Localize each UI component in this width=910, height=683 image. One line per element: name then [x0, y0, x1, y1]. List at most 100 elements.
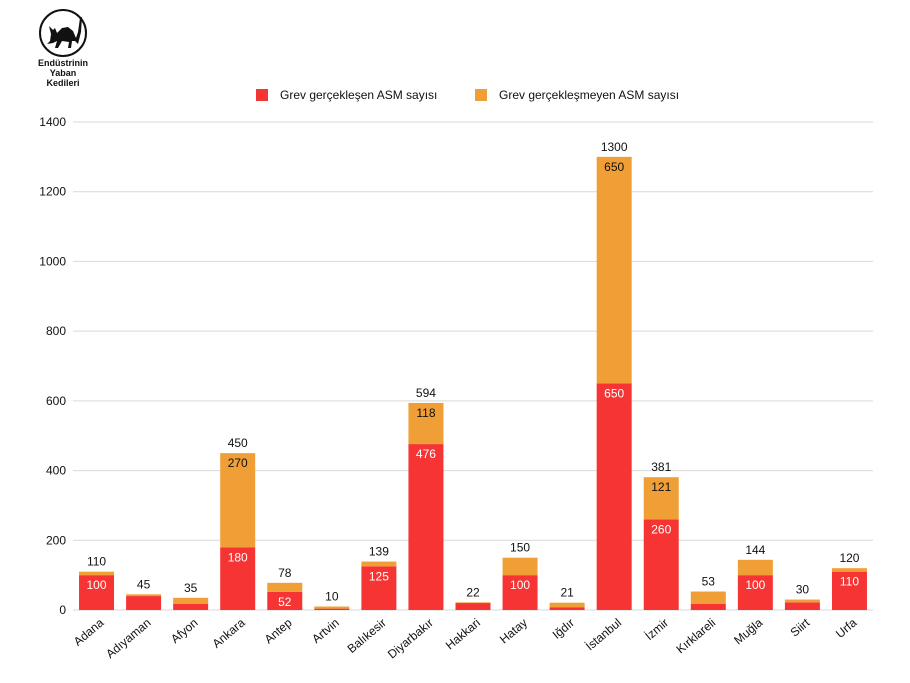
- segment-label-2-3: 270: [228, 456, 248, 470]
- x-tick-label-7: Diyarbakır: [385, 616, 436, 662]
- bar-1-0: [79, 575, 115, 610]
- bar-1-11: [596, 383, 632, 610]
- bar-2-9: [502, 557, 538, 576]
- x-tick-label-11: İstanbul: [583, 616, 624, 654]
- x-tick-label-6: Balıkesir: [345, 616, 389, 656]
- x-tick-label-4: Antep: [262, 615, 295, 646]
- y-tick-label-0: 0: [59, 603, 66, 617]
- bar-2-6: [361, 561, 397, 567]
- bar-1-12: [643, 519, 679, 610]
- y-tick-label-1000: 1000: [39, 254, 66, 268]
- total-label-11: 1300: [601, 140, 628, 154]
- total-label-3: 450: [228, 436, 248, 450]
- bar-1-7: [408, 444, 444, 610]
- segment-label-1-12: 260: [651, 522, 671, 536]
- x-tick-label-0: Adana: [71, 615, 107, 648]
- bar-1-9: [502, 575, 538, 610]
- bar-1-10: [549, 607, 585, 610]
- bar-2-12: [643, 477, 679, 520]
- total-label-6: 139: [369, 545, 389, 559]
- legend-swatch-series-1: [256, 89, 268, 101]
- total-label-16: 120: [839, 551, 859, 565]
- logo-text-line-2: Yaban: [49, 68, 77, 78]
- y-axis: 0 200 400 600 800 1000 1200 1400: [39, 115, 66, 617]
- bar-2-15: [784, 599, 820, 603]
- bar-2-14: [737, 559, 773, 576]
- bar-2-8: [455, 602, 491, 604]
- x-tick-label-2: Afyon: [168, 616, 201, 646]
- segment-label-1-11: 650: [604, 386, 624, 400]
- bar-1-4: [267, 591, 303, 610]
- total-label-7: 594: [416, 386, 436, 400]
- gridlines: [73, 121, 873, 611]
- segment-label-1-4: 52: [278, 595, 292, 609]
- x-tick-label-9: Hatay: [497, 616, 530, 647]
- bar-2-2: [173, 597, 209, 604]
- total-label-9: 150: [510, 541, 530, 555]
- bar-1-16: [831, 571, 867, 610]
- bar-2-4: [267, 582, 303, 592]
- bar-1-8: [455, 603, 491, 610]
- bar-2-10: [549, 602, 585, 608]
- logo-text-line-1: Endüstrinin: [38, 58, 88, 68]
- x-tick-label-15: Siirt: [788, 615, 813, 639]
- legend-label-series-2: Grev gerçekleşmeyen ASM sayısı: [499, 88, 679, 102]
- total-label-14: 144: [745, 543, 765, 557]
- total-label-0: 110: [87, 555, 106, 569]
- x-tick-label-16: Urfa: [833, 615, 860, 641]
- total-label-13: 53: [702, 575, 716, 589]
- total-label-5: 10: [325, 590, 339, 604]
- total-label-8: 22: [466, 585, 480, 599]
- bar-2-7: [408, 402, 444, 445]
- segment-label-2-11: 650: [604, 160, 624, 174]
- bar-1-6: [361, 566, 397, 610]
- y-tick-label-800: 800: [46, 324, 66, 338]
- legend-label-series-1: Grev gerçekleşen ASM sayısı: [280, 88, 437, 102]
- bar-2-13: [690, 591, 726, 604]
- x-tick-label-10: Iğdır: [550, 616, 577, 642]
- x-tick-label-1: Adıyaman: [103, 616, 153, 661]
- segment-label-1-0: 100: [87, 578, 107, 592]
- x-tick-label-3: Ankara: [210, 615, 248, 650]
- bar-1-1: [126, 596, 162, 610]
- x-tick-label-5: Artvin: [309, 616, 342, 646]
- total-label-4: 78: [278, 566, 292, 580]
- total-label-12: 381: [651, 460, 671, 474]
- total-label-2: 35: [184, 581, 198, 595]
- bar-1-14: [737, 575, 773, 610]
- legend: Grev gerçekleşen ASM sayısı Grev gerçekl…: [256, 88, 679, 102]
- segment-label-1-16: 110: [840, 575, 859, 589]
- total-label-1: 45: [137, 577, 151, 591]
- bar-1-2: [173, 603, 209, 610]
- x-tick-label-13: Kırklareli: [673, 616, 718, 657]
- logo-text-line-3: Kedileri: [46, 78, 80, 88]
- bar-2-11: [596, 156, 632, 384]
- legend-swatch-series-2: [475, 89, 487, 101]
- y-tick-label-600: 600: [46, 394, 66, 408]
- bar-2-16: [831, 568, 867, 572]
- segment-label-1-6: 125: [369, 569, 389, 583]
- total-label-10: 21: [560, 586, 574, 600]
- bar-1-15: [784, 602, 820, 610]
- bars: [79, 156, 867, 610]
- segment-label-1-7: 476: [416, 447, 436, 461]
- bar-2-5: [314, 606, 350, 609]
- bar-2-0: [79, 571, 115, 576]
- bar-2-1: [126, 594, 162, 597]
- y-tick-label-1400: 1400: [39, 115, 66, 129]
- data-labels: 100 110 45 35 180 270 450 52 78 10 125 139 476 118 594…: [87, 140, 860, 609]
- x-tick-label-14: Muğla: [731, 615, 765, 647]
- bar-1-13: [690, 603, 726, 610]
- bar-2-3: [220, 453, 256, 548]
- logo: Endüstrinin Yaban Kedileri: [28, 8, 98, 88]
- black-cat-icon: [39, 9, 87, 57]
- segment-label-1-9: 100: [510, 578, 530, 592]
- segment-label-2-12: 121: [651, 480, 671, 494]
- y-tick-label-400: 400: [46, 464, 66, 478]
- segment-label-1-3: 180: [228, 550, 248, 564]
- segment-label-2-7: 118: [416, 406, 435, 420]
- y-tick-label-1200: 1200: [39, 185, 66, 199]
- y-tick-label-200: 200: [46, 533, 66, 547]
- bar-1-3: [220, 547, 256, 610]
